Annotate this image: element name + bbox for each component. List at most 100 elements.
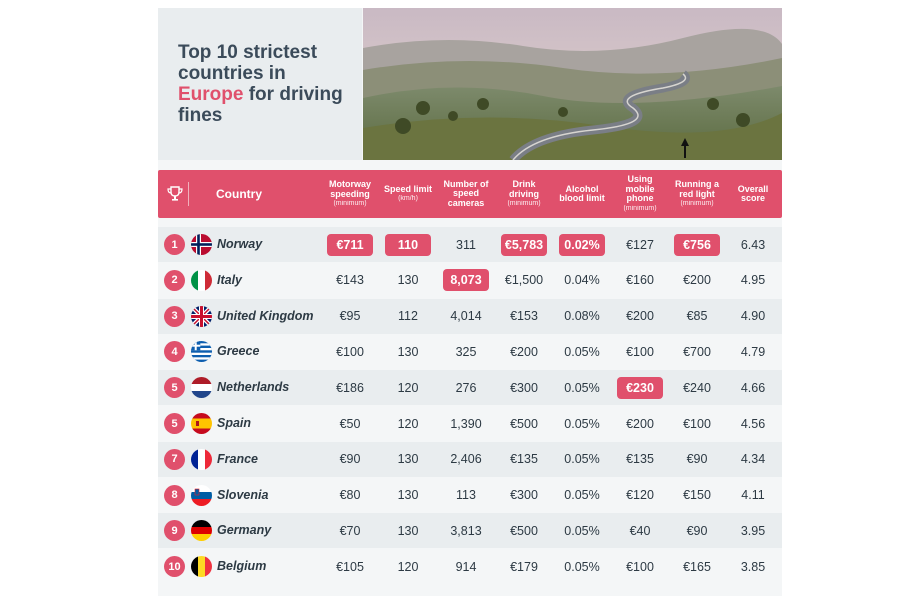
cell-value: 914 (455, 559, 477, 574)
infographic-card: Top 10 strictest countries in Europe for… (158, 8, 782, 596)
table-cell: €756 (670, 227, 724, 262)
cell-value: 3.95 (740, 523, 766, 538)
table-row: 2 Italy €143 130 8,073 €1,500 0.04% €160 €200 4.9… (158, 263, 782, 298)
table-cell: €153 (497, 299, 551, 334)
table-cell: €150 (670, 478, 724, 513)
table-cell: 0.05% (555, 406, 609, 441)
table-cell: €5,783 (497, 227, 551, 262)
table-row: 1 Norway €711 110 311 €5,783 0.02% €127 €756 6.43 (158, 227, 782, 262)
country-name: Germany (217, 523, 272, 538)
column-header-label: Using mobile phone (625, 174, 655, 204)
cell-value: 130 (397, 452, 419, 467)
column-header-1: Speed limit (km/h) (382, 170, 434, 218)
cell-value: €300 (510, 488, 538, 503)
column-header-label: Drink driving (508, 179, 539, 199)
highlighted-value: €5,783 (501, 233, 547, 256)
table-row: 4 Greece €100 130 325 €200 0.05% €100 €700 4.79 (158, 334, 782, 369)
table-cell: 130 (382, 263, 434, 298)
highlighted-value: €711 (327, 233, 373, 256)
cell-value: €500 (510, 523, 538, 538)
table-cell: 0.05% (555, 549, 609, 584)
table-cell: €40 (614, 513, 666, 548)
table-cell: 4.66 (728, 370, 778, 405)
cell-value: €186 (336, 380, 364, 395)
table-cell: €160 (614, 263, 666, 298)
table-cell: €200 (497, 334, 551, 369)
column-header-unit: (minimum) (507, 200, 541, 207)
table-cell: €105 (324, 549, 376, 584)
table-cell: €50 (324, 406, 376, 441)
title-part-2: for driving fines (178, 84, 343, 126)
netherlands-flag-icon (191, 377, 212, 399)
cell-value: €90 (339, 452, 361, 467)
table-cell: €165 (670, 549, 724, 584)
cell-value: €100 (626, 344, 654, 359)
cell-value: 120 (397, 416, 419, 431)
cell-value: €200 (626, 309, 654, 324)
table-cell: 120 (382, 406, 434, 441)
cell-value: 0.05% (564, 344, 600, 359)
cell-value: €85 (686, 309, 708, 324)
table-cell: €85 (670, 299, 724, 334)
table-cell: 0.08% (555, 299, 609, 334)
cell-value: 3.85 (740, 559, 766, 574)
highlighted-value: 0.02% (559, 233, 605, 256)
column-header-unit: (minimum) (333, 200, 367, 207)
table-cell: €143 (324, 263, 376, 298)
cell-value: 4,014 (450, 309, 482, 324)
table-header: Country Motorway speeding (minimum) Speed … (158, 170, 782, 218)
table-cell: €1,500 (497, 263, 551, 298)
table-cell: €120 (614, 478, 666, 513)
cell-value: €95 (339, 309, 361, 324)
title-panel: Top 10 strictest countries in Europe for… (158, 8, 362, 160)
table-cell: €200 (670, 263, 724, 298)
cell-value: €90 (686, 452, 708, 467)
table-cell: €135 (614, 442, 666, 477)
column-header-unit: (minimum) (680, 200, 714, 207)
table-cell: 130 (382, 478, 434, 513)
table-cell: €100 (324, 334, 376, 369)
highlighted-value: 110 (385, 233, 431, 256)
table-cell: 276 (439, 370, 493, 405)
table-cell: 0.05% (555, 513, 609, 548)
table-cell: 4,014 (439, 299, 493, 334)
table-cell: 3,813 (439, 513, 493, 548)
rank-badge: 5 (164, 413, 185, 434)
cell-value: €700 (683, 344, 711, 359)
cell-value: €100 (626, 559, 654, 574)
column-header-label: Overall score (737, 183, 769, 203)
table-cell: 914 (439, 549, 493, 584)
rank-badge: 7 (164, 448, 185, 470)
cell-value: 311 (456, 237, 476, 252)
table-cell: €179 (497, 549, 551, 584)
header-divider (188, 182, 189, 206)
table-cell: 130 (382, 513, 434, 548)
table-cell: €300 (497, 478, 551, 513)
cell-value: 130 (397, 273, 419, 288)
france-flag-icon (191, 448, 212, 470)
column-header-4: Alcohol blood limit (555, 170, 609, 218)
table-cell: 3.85 (728, 549, 778, 584)
title-accent: Europe (178, 84, 244, 105)
table-cell: €700 (670, 334, 724, 369)
table-cell: €90 (670, 513, 724, 548)
table-cell: €230 (614, 370, 666, 405)
cell-value: €127 (626, 237, 654, 252)
table-cell: 311 (439, 227, 493, 262)
cell-value: 1,390 (450, 416, 482, 431)
column-header-label: Alcohol blood limit (559, 183, 605, 203)
table-cell: 4.79 (728, 334, 778, 369)
column-header-label: Number of speed cameras (443, 178, 489, 208)
cell-value: 120 (397, 559, 419, 574)
cell-value: 0.04% (564, 273, 600, 288)
rank-badge: 8 (164, 484, 185, 506)
table-cell: €70 (324, 513, 376, 548)
rank-badge: 3 (164, 305, 185, 327)
cell-value: 6.43 (740, 237, 766, 252)
table-cell: €200 (614, 299, 666, 334)
table-cell: 4.90 (728, 299, 778, 334)
page-title: Top 10 strictest countries in Europe for… (178, 42, 356, 126)
table-cell: 3.95 (728, 513, 778, 548)
table-cell: 0.05% (555, 478, 609, 513)
table-row: 8 Slovenia €80 130 113 €300 0.05% €120 €150 4.11 (158, 478, 782, 513)
